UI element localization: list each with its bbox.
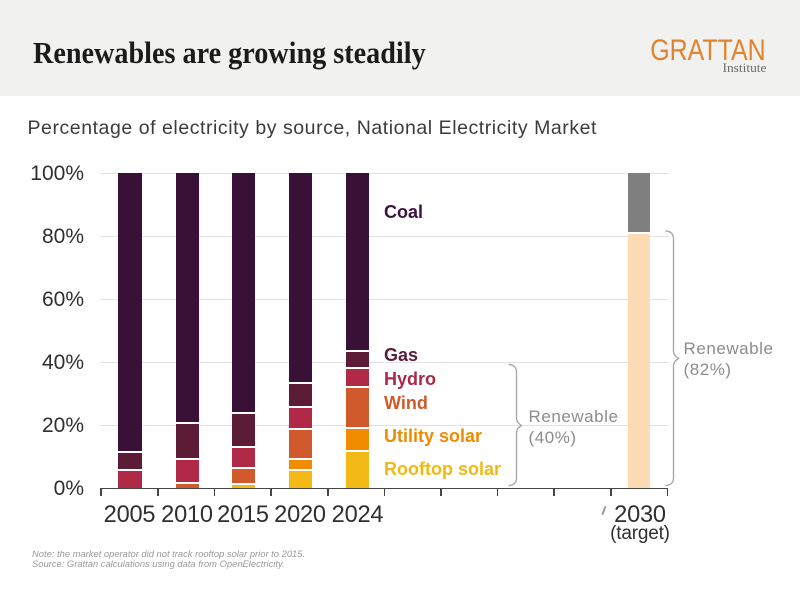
svg-text:GRATTAN: GRATTAN — [650, 34, 766, 67]
svg-text:Institute: Institute — [723, 61, 767, 75]
